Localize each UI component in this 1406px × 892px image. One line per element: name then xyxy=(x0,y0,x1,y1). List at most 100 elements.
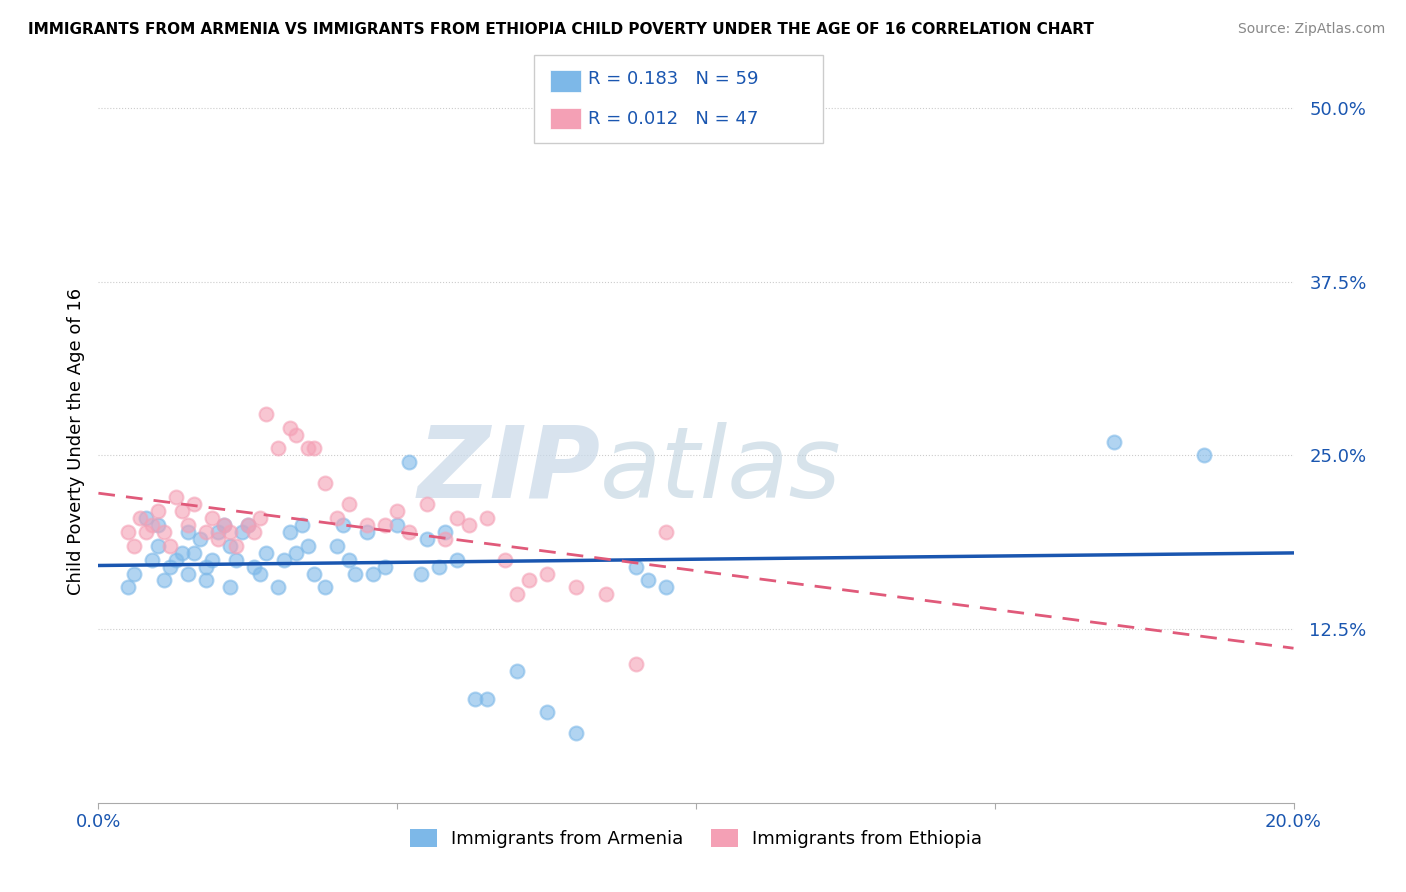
Point xyxy=(135,511,157,525)
Point xyxy=(434,524,457,539)
Point xyxy=(458,517,481,532)
Point xyxy=(207,524,229,539)
Point xyxy=(219,524,242,539)
Point xyxy=(212,517,235,532)
Point xyxy=(117,581,139,595)
Point xyxy=(363,566,385,581)
Point xyxy=(356,517,378,532)
Point xyxy=(284,546,307,560)
Point xyxy=(254,546,277,560)
Point xyxy=(278,420,301,434)
Point xyxy=(506,664,529,678)
Point xyxy=(177,566,200,581)
Point xyxy=(517,574,540,588)
Point xyxy=(416,497,439,511)
Point xyxy=(188,532,211,546)
Point xyxy=(129,511,152,525)
Point xyxy=(201,511,224,525)
Point xyxy=(1192,449,1215,463)
Point xyxy=(434,532,457,546)
Point xyxy=(398,455,420,469)
Point xyxy=(195,574,218,588)
Point xyxy=(655,581,678,595)
Point xyxy=(225,539,247,553)
Point xyxy=(267,581,290,595)
Point xyxy=(201,552,224,566)
Point xyxy=(506,587,529,601)
Point xyxy=(416,532,439,546)
Text: Source: ZipAtlas.com: Source: ZipAtlas.com xyxy=(1237,22,1385,37)
Point xyxy=(291,517,314,532)
Point xyxy=(267,442,290,456)
Point xyxy=(339,552,361,566)
Point xyxy=(183,546,205,560)
Point xyxy=(374,517,396,532)
Point xyxy=(219,539,242,553)
Point xyxy=(153,574,176,588)
Point xyxy=(207,532,229,546)
Point xyxy=(195,559,218,574)
Point xyxy=(637,574,659,588)
Point xyxy=(332,517,354,532)
Point xyxy=(385,517,409,532)
Point xyxy=(626,559,648,574)
Point xyxy=(284,427,307,442)
Point xyxy=(1104,434,1126,449)
Point xyxy=(165,490,187,504)
Point xyxy=(475,691,498,706)
Point xyxy=(249,511,271,525)
Point xyxy=(219,581,242,595)
Y-axis label: Child Poverty Under the Age of 16: Child Poverty Under the Age of 16 xyxy=(66,288,84,595)
Point xyxy=(141,517,163,532)
Point xyxy=(446,511,468,525)
Point xyxy=(148,539,170,553)
Point xyxy=(172,504,194,518)
Legend: Immigrants from Armenia, Immigrants from Ethiopia: Immigrants from Armenia, Immigrants from… xyxy=(402,822,990,855)
Text: ZIP: ZIP xyxy=(418,422,600,519)
Point xyxy=(446,552,468,566)
Point xyxy=(475,511,498,525)
Point xyxy=(117,524,139,539)
Point xyxy=(225,552,247,566)
Point xyxy=(302,442,325,456)
Point xyxy=(565,581,588,595)
Point xyxy=(494,552,516,566)
Point xyxy=(326,539,349,553)
Point xyxy=(177,524,200,539)
Text: R = 0.012   N = 47: R = 0.012 N = 47 xyxy=(588,110,758,128)
Point xyxy=(315,581,337,595)
Point xyxy=(172,546,194,560)
Point xyxy=(464,691,486,706)
Point xyxy=(326,511,349,525)
Point xyxy=(124,566,146,581)
Point xyxy=(356,524,378,539)
Point xyxy=(385,504,409,518)
Point xyxy=(411,566,433,581)
Point xyxy=(236,517,259,532)
Point xyxy=(159,559,181,574)
Text: R = 0.183   N = 59: R = 0.183 N = 59 xyxy=(588,70,758,88)
Point xyxy=(297,442,319,456)
Point xyxy=(278,524,301,539)
Point xyxy=(595,587,617,601)
Text: atlas: atlas xyxy=(600,422,842,519)
Point xyxy=(148,517,170,532)
Point xyxy=(427,559,450,574)
Point xyxy=(135,524,157,539)
Point xyxy=(565,726,588,740)
Point xyxy=(536,706,558,720)
Point xyxy=(315,476,337,491)
Point xyxy=(153,524,176,539)
Point xyxy=(655,524,678,539)
Point xyxy=(183,497,205,511)
Point xyxy=(124,539,146,553)
Point xyxy=(141,552,163,566)
Point xyxy=(177,517,200,532)
Point xyxy=(231,524,253,539)
Point xyxy=(536,566,558,581)
Point xyxy=(398,524,420,539)
Point xyxy=(339,497,361,511)
Point xyxy=(243,524,266,539)
Point xyxy=(297,539,319,553)
Point xyxy=(195,524,218,539)
